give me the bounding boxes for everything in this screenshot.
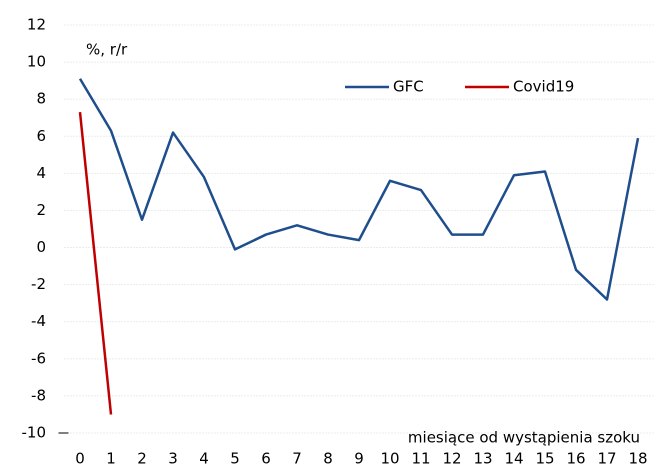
series-line	[78, 112, 113, 415]
x-tick-label: 5	[230, 450, 240, 468]
unit-label: %, r/r	[86, 41, 128, 59]
x-tick-label: 18	[628, 450, 647, 468]
y-tick-label: 2	[36, 201, 46, 219]
x-tick-label: 12	[442, 450, 461, 468]
y-tick-label: 8	[36, 90, 46, 108]
y-tick-label: 4	[36, 164, 46, 182]
y-tick-label: 0	[36, 238, 46, 256]
y-tick-label: -2	[31, 275, 46, 293]
x-tick-label: 17	[597, 450, 616, 468]
legend-label: Covid19	[513, 78, 574, 96]
x-tick-label: 14	[504, 450, 523, 468]
y-tick-label: -8	[31, 386, 46, 404]
x-tick-label: 6	[261, 450, 271, 468]
x-tick-label: 7	[292, 450, 302, 468]
x-tick-label: 2	[137, 450, 147, 468]
x-tick-label: 16	[566, 450, 585, 468]
y-tick-label: 12	[27, 16, 46, 34]
x-tick-label: 3	[168, 450, 178, 468]
x-tick-label: 0	[75, 450, 85, 468]
y-tick-label: -6	[31, 349, 46, 367]
x-axis-label: miesiące od wystąpienia szoku	[408, 429, 640, 447]
y-tick-label: -4	[31, 312, 46, 330]
x-tick-label: 11	[411, 450, 430, 468]
x-tick-label: 10	[380, 450, 399, 468]
series-line	[78, 78, 640, 301]
x-tick-label: 4	[199, 450, 209, 468]
y-tick-label: 10	[27, 53, 46, 71]
x-tick-label: 8	[323, 450, 333, 468]
legend-label: GFC	[393, 78, 424, 96]
x-tick-label: 1	[106, 450, 116, 468]
x-tick-label: 13	[473, 450, 492, 468]
x-tick-label: 15	[535, 450, 554, 468]
x-tick-label: 9	[354, 450, 364, 468]
y-tick-label: 6	[36, 127, 46, 145]
y-tick-label: -10	[22, 424, 47, 442]
